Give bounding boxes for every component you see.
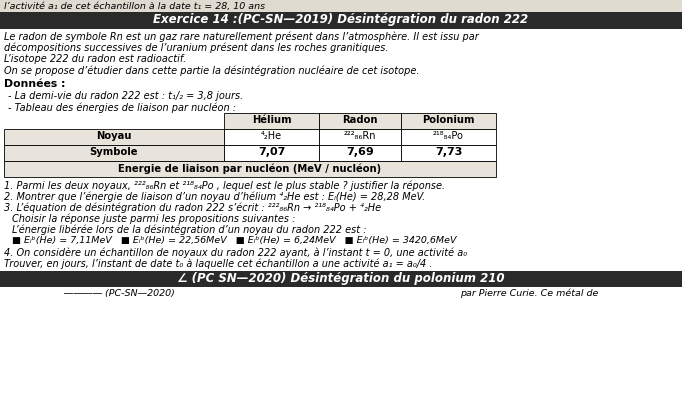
Text: L’énergie libérée lors de la désintégration d’un noyau du radon 222 est :: L’énergie libérée lors de la désintégrat… <box>12 225 366 235</box>
Bar <box>4 129 224 145</box>
Text: par Pierre Curie. Ce métal de: par Pierre Curie. Ce métal de <box>460 288 598 298</box>
Bar <box>401 113 496 129</box>
Text: 7,69: 7,69 <box>346 147 374 157</box>
Text: ⁴₂He: ⁴₂He <box>261 131 282 141</box>
Bar <box>224 129 319 145</box>
Text: ²²²₈₆Rn: ²²²₈₆Rn <box>344 131 376 141</box>
Text: 2. Montrer que l’énergie de liaison d’un noyau d’hélium ⁴₂He est : Eₗ(He) = 28,2: 2. Montrer que l’énergie de liaison d’un… <box>4 191 426 202</box>
Text: - La demi-vie du radon 222 est : t₁/₂ = 3,8 jours.: - La demi-vie du radon 222 est : t₁/₂ = … <box>8 91 243 101</box>
Text: ²¹⁸₈₄Po: ²¹⁸₈₄Po <box>433 131 464 141</box>
Text: ■ Eₗᵇ(He) = 7,11MeV   ■ Eₗᵇ(He) = 22,56MeV   ■ Eₗᵇ(He) = 6,24MeV   ■ Eₗᵇ(He) = 3: ■ Eₗᵇ(He) = 7,11MeV ■ Eₗᵇ(He) = 22,56MeV… <box>12 236 456 245</box>
Bar <box>0 0 682 12</box>
Text: Polonium: Polonium <box>422 115 475 125</box>
Bar <box>4 145 224 161</box>
Text: 7,73: 7,73 <box>435 147 462 157</box>
Text: Le radon de symbole Rn est un gaz rare naturellement présent dans l’atmosphère. : Le radon de symbole Rn est un gaz rare n… <box>4 31 479 42</box>
Text: Choisir la réponse juste parmi les propositions suivantes :: Choisir la réponse juste parmi les propo… <box>12 213 295 224</box>
Text: Energie de liaison par nucléon (MeV / nucléon): Energie de liaison par nucléon (MeV / nu… <box>119 163 381 173</box>
Bar <box>224 113 319 129</box>
Text: 3. L’équation de désintégration du radon 222 s’écrit : ²²²₈₆Rn → ²¹⁸₈₄Po + ⁴₂He: 3. L’équation de désintégration du radon… <box>4 202 381 213</box>
Bar <box>319 145 401 161</box>
Bar <box>0 271 682 287</box>
Text: Données :: Données : <box>4 79 65 89</box>
Bar <box>401 129 496 145</box>
Text: 7,07: 7,07 <box>258 147 285 157</box>
Text: Noyau: Noyau <box>96 131 132 141</box>
Text: 1. Parmi les deux noyaux, ²²²₈₆Rn et ²¹⁸₈₄Po , lequel est le plus stable ? justi: 1. Parmi les deux noyaux, ²²²₈₆Rn et ²¹⁸… <box>4 180 445 190</box>
Text: Exercice 14 :(PC-SN—2019) Désintégration du radon 222: Exercice 14 :(PC-SN—2019) Désintégration… <box>153 13 529 26</box>
Text: ―――― (PC-SN—2020): ―――― (PC-SN—2020) <box>4 288 175 297</box>
Text: On se propose d’étudier dans cette partie la désintégration nucléaire de cet iso: On se propose d’étudier dans cette parti… <box>4 66 419 76</box>
Bar <box>401 145 496 161</box>
Text: Symbole: Symbole <box>90 147 138 157</box>
Bar <box>4 113 224 129</box>
Text: L’isotope 222 du radon est radioactif.: L’isotope 222 du radon est radioactif. <box>4 54 186 64</box>
Text: l’activité a₁ de cet échantillon à la date t₁ = 28, 10 ans: l’activité a₁ de cet échantillon à la da… <box>4 2 265 11</box>
Text: - Tableau des énergies de liaison par nucléon :: - Tableau des énergies de liaison par nu… <box>8 102 236 112</box>
Text: Radon: Radon <box>342 115 378 125</box>
Bar <box>319 129 401 145</box>
Text: 4. On considère un échantillon de noyaux du radon 222 ayant, à l’instant t = 0, : 4. On considère un échantillon de noyaux… <box>4 247 467 258</box>
Bar <box>0 12 682 29</box>
Bar <box>224 145 319 161</box>
Bar <box>319 113 401 129</box>
Text: ∠ (PC SN—2020) Désintégration du polonium 210: ∠ (PC SN—2020) Désintégration du poloniu… <box>177 272 505 285</box>
Text: décompositions successives de l’uranium présent dans les roches granitiques.: décompositions successives de l’uranium … <box>4 42 389 53</box>
Text: Trouver, en jours, l’instant de date t₀ à laquelle cet échantillon a une activit: Trouver, en jours, l’instant de date t₀ … <box>4 258 432 269</box>
Text: Hélium: Hélium <box>252 115 291 125</box>
Bar <box>4 161 496 177</box>
